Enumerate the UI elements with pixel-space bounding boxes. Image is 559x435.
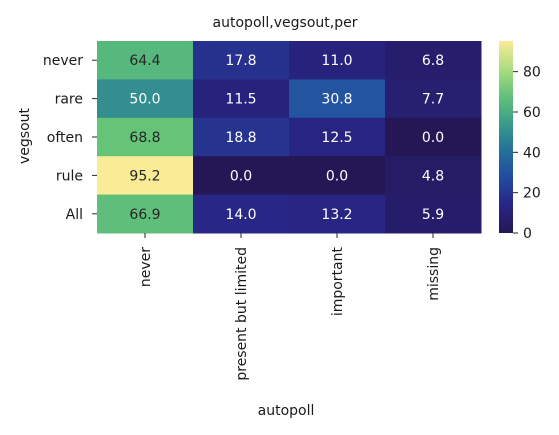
cell-value-label: 4.8 (422, 168, 444, 184)
x-tick-labels: never present but limited important missing (138, 233, 442, 381)
heatmap-cell (289, 41, 386, 80)
y-tick-label: often (47, 130, 83, 146)
cell-value-label: 14.0 (225, 207, 256, 223)
heatmap-cell (289, 194, 386, 234)
heatmap-cell (97, 156, 194, 196)
colorbar: 0 20 40 60 80 (499, 41, 541, 242)
heatmap-cell (97, 41, 194, 80)
heatmap-cell (289, 79, 386, 119)
heatmap-cell (385, 117, 482, 157)
cell-value-label: 11.0 (321, 53, 352, 69)
heatmap-cell (289, 117, 386, 157)
y-axis-label: vegsout (17, 107, 33, 164)
heatmap-cell (385, 194, 482, 234)
cell-value-label: 0.0 (422, 130, 444, 146)
cell-value-label: 18.8 (225, 130, 256, 146)
cell-value-label: 50.0 (129, 92, 160, 108)
cell-value-label: 11.5 (225, 92, 256, 108)
heatmap-cell (193, 41, 290, 80)
y-tick-label: rare (55, 92, 83, 108)
heatmap-cell (385, 79, 482, 119)
cell-value-label: 95.2 (129, 168, 160, 184)
cell-value-label: 64.4 (129, 53, 160, 69)
heatmap-cell (193, 194, 290, 234)
cell-value-label: 30.8 (321, 92, 352, 108)
cell-value-label: 68.8 (129, 130, 160, 146)
chart-title: autopoll,vegsout,per (213, 15, 358, 31)
cell-value-label: 12.5 (321, 130, 352, 146)
x-tick-label: present but limited (234, 247, 250, 381)
heatmap-cell (193, 79, 290, 119)
colorbar-tick-label: 60 (523, 105, 541, 121)
heatmap-cell (193, 156, 290, 196)
heatmap-cell (97, 117, 194, 157)
colorbar-ticks: 0 20 40 60 80 (513, 65, 541, 242)
cell-value-label: 5.9 (422, 207, 444, 223)
x-tick-label: never (138, 247, 154, 287)
heatmap-cell (97, 194, 194, 234)
heatmap-cells: 64.4 17.8 11.0 6.8 50.0 11.5 30.8 7.7 68.8 18.8 12… (97, 41, 482, 234)
cell-value-label: 0.0 (230, 168, 252, 184)
colorbar-tick-label: 0 (523, 226, 532, 242)
y-tick-labels: never rare often rule All (43, 53, 97, 223)
heatmap-cell (289, 156, 386, 196)
heatmap-cell (97, 79, 194, 119)
y-tick-label: All (66, 207, 83, 223)
heatmap-cell (193, 117, 290, 157)
cell-value-label: 6.8 (422, 53, 444, 69)
colorbar-gradient (499, 41, 513, 233)
y-tick-label: never (43, 53, 83, 69)
cell-value-label: 66.9 (129, 207, 160, 223)
y-tick-label: rule (56, 168, 83, 184)
x-tick-label: missing (426, 247, 442, 301)
cell-value-label: 17.8 (225, 53, 256, 69)
colorbar-tick-label: 20 (523, 186, 541, 202)
colorbar-tick-label: 40 (523, 145, 541, 161)
heatmap-cell (385, 41, 482, 80)
cell-value-label: 13.2 (321, 207, 352, 223)
x-axis-label: autopoll (258, 403, 315, 419)
x-tick-label: important (330, 246, 346, 316)
cell-value-label: 7.7 (422, 92, 444, 108)
cell-value-label: 0.0 (326, 168, 348, 184)
colorbar-tick-label: 80 (523, 65, 541, 81)
heatmap-cell (385, 156, 482, 196)
